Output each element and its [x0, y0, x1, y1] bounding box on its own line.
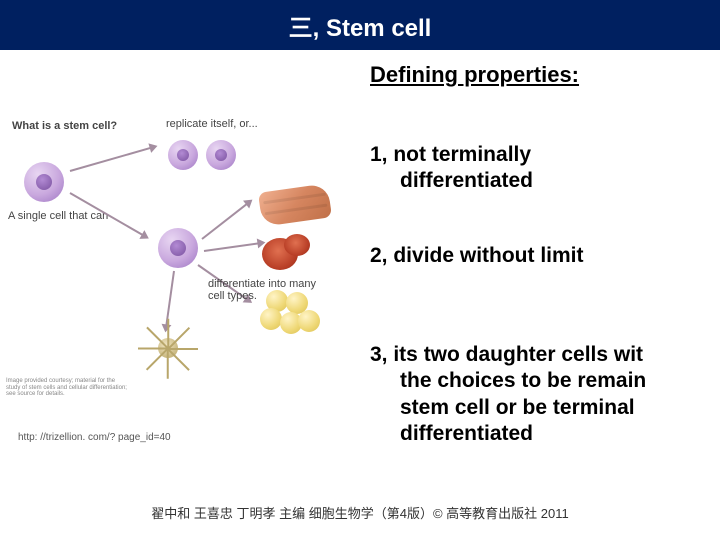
property-1-line2: differentiated — [370, 168, 720, 194]
single-cell-icon — [24, 162, 64, 202]
replicate-label: replicate itself, or... — [166, 118, 258, 130]
slide-title: 三, Stem cell — [289, 8, 432, 43]
arrow-redcell — [204, 242, 260, 252]
subtitle: Defining properties: — [370, 62, 579, 88]
differentiate-cell-icon — [158, 228, 198, 268]
muscle-tissue-icon — [258, 183, 332, 226]
replicated-cell-1-icon — [168, 140, 198, 170]
differentiate-label: differentiate into many cell types. — [208, 278, 316, 302]
property-2-text: 2, divide without limit — [370, 244, 584, 267]
property-1-line1: 1, not terminally — [370, 143, 531, 166]
source-url: http: //trizellion. com/? page_id=40 — [18, 432, 171, 443]
property-1: 1, not terminally differentiated — [370, 142, 720, 195]
red-blood-cell-2-icon — [284, 234, 310, 256]
neuron-icon — [134, 320, 204, 380]
property-3-line2: the choices to be remain — [370, 368, 720, 394]
diagram-question: What is a stem cell? — [12, 120, 117, 132]
single-cell-label: A single cell that can — [8, 210, 108, 222]
property-3-line4: differentiated — [370, 421, 720, 447]
diagram-attribution-blurb: Image provided courtesy; material for th… — [6, 378, 131, 398]
property-3-line3: stem cell or be terminal — [370, 395, 720, 421]
arrow-muscle — [201, 203, 248, 240]
property-3: 3, its two daughter cells wit the choice… — [370, 342, 720, 447]
replicated-cell-2-icon — [206, 140, 236, 170]
arrow-up — [70, 147, 152, 172]
property-2: 2, divide without limit — [370, 243, 720, 269]
stem-cell-diagram: What is a stem cell? A single cell that … — [6, 110, 356, 400]
title-bar: 三, Stem cell — [0, 0, 720, 50]
footer-credits: 翟中和 王喜忠 丁明孝 主编 细胞生物学（第4版）© 高等教育出版社 2011 — [0, 503, 720, 522]
property-3-line1: 3, its two daughter cells wit — [370, 343, 643, 366]
